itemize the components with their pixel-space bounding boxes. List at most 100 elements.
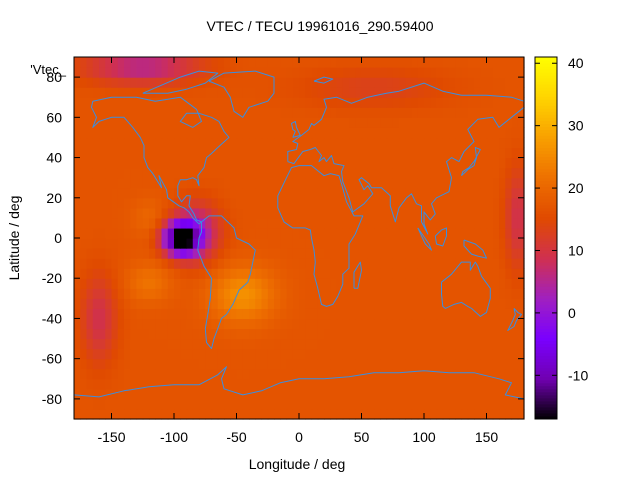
heatmap-cell: [342, 398, 350, 410]
heatmap-cell: [292, 278, 300, 289]
heatmap-cell: [492, 288, 500, 299]
heatmap-cell: [467, 268, 475, 279]
heatmap-cell: [411, 328, 419, 340]
heatmap-cell: [74, 348, 81, 360]
heatmap-cell: [261, 328, 269, 340]
heatmap-cell: [467, 288, 475, 299]
heatmap-cell: [405, 157, 413, 169]
heatmap-cell: [180, 238, 188, 249]
heatmap-cell: [517, 97, 525, 108]
heatmap-cell: [242, 167, 250, 179]
heatmap-cell: [274, 67, 281, 78]
heatmap-cell: [299, 378, 306, 390]
heatmap-cell: [424, 197, 431, 209]
heatmap-cell: [267, 238, 275, 249]
heatmap-cell: [324, 248, 331, 259]
heatmap-cell: [449, 388, 456, 400]
heatmap-cell: [492, 127, 500, 139]
colorbar-segment: [535, 379, 557, 384]
heatmap-cell: [130, 288, 138, 299]
heatmap-cell: [317, 207, 325, 219]
x-axis-label: Longitude / deg: [249, 456, 346, 472]
colorbar-segment: [535, 225, 557, 230]
heatmap-cell: [411, 147, 419, 159]
heatmap-cell: [392, 187, 400, 199]
x-tick-label: 0: [295, 429, 303, 445]
heatmap-cell: [392, 97, 400, 108]
heatmap-cell: [449, 288, 456, 299]
heatmap-cell: [149, 117, 156, 128]
heatmap-cell: [255, 137, 263, 149]
heatmap-cell: [192, 107, 200, 118]
heatmap-cell: [342, 288, 350, 299]
heatmap-cell: [305, 358, 313, 370]
heatmap-cell: [292, 358, 300, 370]
heatmap-cell: [117, 238, 125, 249]
heatmap-cell: [280, 137, 288, 149]
heatmap-cell: [436, 107, 444, 118]
heatmap-cell: [411, 77, 419, 88]
coast-africa: [277, 165, 364, 307]
heatmap-cell: [142, 238, 150, 249]
heatmap-cell: [355, 157, 363, 169]
heatmap-cell: [305, 207, 313, 219]
colorbar-segment: [535, 183, 557, 188]
heatmap-cell: [249, 368, 256, 380]
heatmap-cell: [442, 338, 450, 350]
heatmap-cell: [349, 157, 356, 169]
heatmap-cell: [142, 388, 150, 400]
heatmap-cell: [436, 207, 444, 219]
heatmap-cell: [286, 107, 294, 118]
heatmap-cell: [486, 318, 494, 330]
heatmap-cell: [230, 238, 238, 249]
heatmap-cell: [505, 217, 513, 229]
heatmap-cell: [499, 147, 506, 159]
heatmap-cell: [267, 338, 275, 350]
heatmap-cell: [330, 197, 338, 209]
heatmap-cell: [142, 338, 150, 350]
heatmap-cell: [211, 77, 219, 88]
heatmap-cell: [386, 107, 394, 118]
heatmap-cell: [411, 278, 419, 289]
heatmap-cell: [167, 238, 175, 249]
heatmap-cell: [380, 117, 388, 128]
heatmap-cell: [355, 338, 363, 350]
heatmap-cell: [249, 167, 256, 179]
heatmap-cell: [80, 157, 88, 169]
heatmap-cell: [199, 398, 206, 410]
heatmap-cell: [486, 77, 494, 88]
heatmap-cell: [430, 67, 438, 78]
heatmap-cell: [436, 318, 444, 330]
heatmap-cell: [280, 348, 288, 360]
heatmap-cell: [117, 318, 125, 330]
heatmap-cell: [499, 258, 506, 269]
heatmap-cell: [411, 238, 419, 249]
heatmap-cell: [317, 318, 325, 330]
heatmap-cell: [374, 87, 381, 98]
heatmap-cell: [292, 87, 300, 98]
heatmap-cell: [249, 408, 256, 420]
heatmap-cell: [324, 268, 331, 279]
colorbar-segment: [535, 337, 557, 342]
heatmap-cell: [255, 167, 263, 179]
heatmap-cell: [274, 258, 281, 269]
heatmap-cell: [317, 117, 325, 128]
heatmap-cell: [142, 97, 150, 108]
heatmap-cell: [242, 147, 250, 159]
heatmap-cell: [155, 338, 163, 350]
heatmap-cell: [124, 268, 131, 279]
heatmap-cell: [355, 117, 363, 128]
heatmap-cell: [242, 258, 250, 269]
heatmap-cell: [430, 348, 438, 360]
heatmap-cell: [217, 147, 225, 159]
heatmap-cell: [99, 248, 106, 259]
heatmap-cell: [99, 388, 106, 400]
colorbar-segment: [535, 78, 557, 82]
heatmap-cell: [261, 248, 269, 259]
heatmap-cell: [224, 77, 231, 88]
colorbar-tick-label: 40: [568, 55, 584, 71]
heatmap-cell: [149, 77, 156, 88]
heatmap-cell: [286, 207, 294, 219]
heatmap-cell: [167, 217, 175, 229]
heatmap-cell: [167, 348, 175, 360]
